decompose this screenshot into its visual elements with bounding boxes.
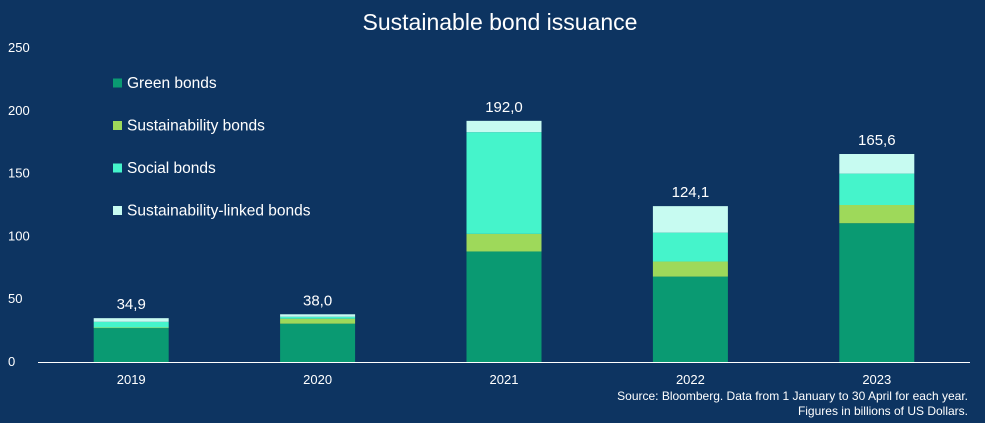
legend: Green bonds Sustainability bonds Social bo… (113, 75, 311, 220)
bar-segment-sustainability-linked-bonds-2023 (839, 154, 915, 174)
bar-segment-green-bonds-2021 (466, 251, 542, 362)
source-note-line-2: Figures in billions of US Dollars. (798, 404, 968, 418)
bar-segment-green-bonds-2023 (839, 223, 915, 362)
y-axis-ticks: 0 50 100 150 200 250 (8, 40, 30, 369)
legend-swatch-green-bonds (113, 78, 122, 88)
bar-segment-sustainability-linked-bonds-2019 (93, 318, 169, 322)
total-label-2020: 38,0 (303, 292, 332, 309)
bar-segment-sustainability-bonds-2023 (839, 205, 915, 224)
bar-segment-green-bonds-2020 (280, 323, 356, 362)
bar-segment-social-bonds-2021 (466, 132, 542, 234)
legend-swatch-sustainability-linked-bonds (113, 206, 122, 215)
bar-segment-sustainability-bonds-2019 (93, 327, 169, 329)
x-axis-ticks: 2019 2020 2021 2022 2023 (117, 372, 892, 387)
bar-segment-social-bonds-2023 (839, 173, 915, 205)
legend-label-green-bonds: Green bonds (127, 75, 217, 92)
x-tick-label-2022: 2022 (676, 372, 705, 387)
x-tick-label-2023: 2023 (862, 372, 891, 387)
bar-segment-social-bonds-2020 (280, 316, 356, 319)
bar-segment-sustainability-bonds-2021 (466, 233, 542, 252)
bar-segment-sustainability-linked-bonds-2022 (652, 206, 728, 233)
total-label-2023: 165,6 (858, 132, 896, 149)
legend-swatch-sustainability-bonds (113, 121, 122, 130)
x-tick-label-2021: 2021 (490, 372, 519, 387)
y-tick-label: 0 (8, 354, 15, 369)
source-note-line-1: Source: Bloomberg. Data from 1 January t… (617, 389, 968, 403)
legend-label-sustainability-linked-bonds: Sustainability-linked bonds (127, 203, 311, 220)
bar-segment-sustainability-bonds-2020 (280, 318, 356, 324)
total-label-2022: 124,1 (672, 184, 710, 201)
legend-swatch-social-bonds (113, 163, 122, 173)
y-tick-label: 50 (8, 291, 22, 306)
bar-segment-green-bonds-2022 (652, 276, 728, 362)
total-label-2019: 34,9 (117, 296, 146, 313)
y-tick-label: 200 (8, 103, 30, 118)
y-tick-label: 250 (8, 40, 30, 55)
bar-segment-social-bonds-2019 (93, 321, 169, 328)
bar-segment-sustainability-bonds-2022 (652, 261, 728, 277)
bars (93, 120, 915, 362)
x-tick-label-2019: 2019 (117, 372, 146, 387)
legend-label-social-bonds: Social bonds (127, 160, 216, 177)
bar-segment-green-bonds-2019 (93, 328, 169, 362)
total-labels: 34,9 38,0 192,0 124,1 165,6 (117, 99, 896, 313)
x-tick-label-2020: 2020 (303, 372, 332, 387)
bar-segment-social-bonds-2022 (652, 232, 728, 262)
legend-label-sustainability-bonds: Sustainability bonds (127, 118, 265, 135)
y-tick-label: 150 (8, 166, 30, 181)
bar-segment-sustainability-linked-bonds-2021 (466, 120, 542, 133)
chart-title: Sustainable bond issuance (363, 9, 638, 35)
bar-segment-sustainability-linked-bonds-2020 (280, 314, 356, 317)
total-label-2021: 192,0 (485, 99, 523, 116)
y-tick-label: 100 (8, 228, 30, 243)
